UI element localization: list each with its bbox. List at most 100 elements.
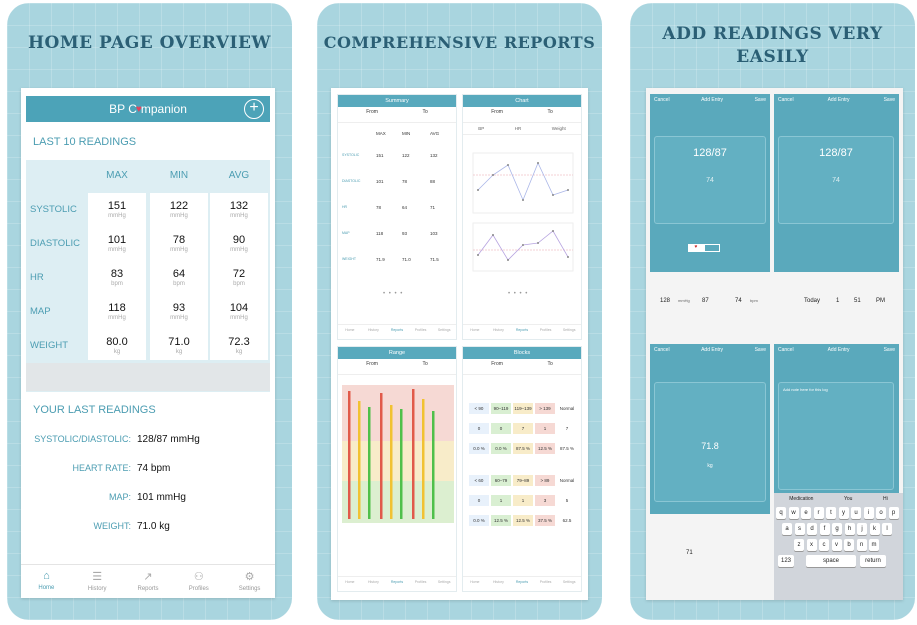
key-c[interactable]: c (819, 539, 829, 551)
mini-tab-home[interactable]: Home (345, 580, 355, 584)
save-button[interactable]: Save (883, 347, 895, 353)
heart-toggle[interactable]: ♥ (688, 244, 704, 252)
tab-reports[interactable]: ↗ Reports (123, 565, 174, 598)
mini-tab-settings[interactable]: Settings (437, 580, 451, 584)
cancel-button[interactable]: Cancel (778, 97, 794, 103)
mini-tab-history[interactable]: History (367, 328, 379, 332)
chart-icon: ↗ (143, 571, 153, 583)
picker-dia[interactable]: 87 (702, 298, 709, 304)
key-u[interactable]: u (851, 507, 861, 519)
save-button[interactable]: Save (883, 97, 895, 103)
key-y[interactable]: y (838, 507, 849, 519)
date-picker[interactable]: Today 1 51 PM (774, 276, 899, 336)
blocks-range: From To (463, 359, 581, 375)
cancel-button[interactable]: Cancel (778, 347, 794, 353)
table-cell: 118 mmHg (88, 302, 146, 321)
cancel-button[interactable]: Cancel (654, 97, 670, 103)
key-r[interactable]: r (813, 507, 824, 519)
key-n[interactable]: n (856, 539, 867, 551)
key-z[interactable]: z (794, 539, 804, 551)
mini-tab-bar: Home History Reports Profiles Settings (463, 324, 581, 339)
list-icon: ☰ (92, 571, 103, 583)
key-v[interactable]: v (831, 539, 842, 551)
keyboard-suggestion[interactable]: You (844, 496, 853, 502)
mini-tab-reports[interactable]: Reports (515, 328, 529, 332)
reading-card[interactable]: 128/87 74 (778, 136, 894, 224)
people-icon: ⚇ (193, 571, 204, 583)
key-i[interactable]: i (863, 507, 874, 519)
key-123[interactable]: 123 (778, 555, 794, 567)
bp-picker[interactable]: 128 mmHg 87 74 bpm (650, 276, 770, 336)
picker-day[interactable]: Today (804, 298, 821, 304)
key-l[interactable]: l (882, 523, 892, 535)
block-value: 0 (491, 423, 511, 434)
key-h[interactable]: h (844, 523, 855, 535)
cancel-button[interactable]: Cancel (654, 347, 670, 353)
mini-tab-history[interactable]: History (492, 328, 504, 332)
save-button[interactable]: Save (754, 97, 766, 103)
mini-tab-home[interactable]: Home (345, 328, 355, 332)
key-k[interactable]: k (869, 523, 880, 535)
mini-tab-reports[interactable]: Reports (515, 580, 529, 584)
picker-sys[interactable]: 128 (660, 298, 671, 304)
cell-unit: kg (175, 349, 183, 355)
tab-profiles[interactable]: ⚇ Profiles (173, 565, 224, 598)
key-f[interactable]: f (819, 523, 830, 535)
mini-tab-history[interactable]: History (492, 580, 504, 584)
mini-tab-settings[interactable]: Settings (562, 328, 576, 332)
mini-tab-home[interactable]: Home (470, 580, 480, 584)
mini-tab-reports[interactable]: Reports (390, 580, 404, 584)
weight-card[interactable]: 71.8 kg (654, 382, 766, 502)
key-e[interactable]: e (801, 507, 811, 519)
weight-picker[interactable]: 71 (686, 550, 693, 556)
block-header: Normal (557, 475, 577, 486)
key-m[interactable]: m (869, 539, 879, 551)
picker-minute[interactable]: 51 (854, 298, 861, 304)
keyboard-suggestion[interactable]: Medication (789, 496, 814, 502)
save-button[interactable]: Save (754, 347, 766, 353)
key-b[interactable]: b (844, 539, 854, 551)
chart-tab-hr[interactable]: HR (514, 126, 522, 131)
key-s[interactable]: s (794, 523, 805, 535)
mini-tab-profiles[interactable]: Profiles (414, 328, 427, 332)
key-return[interactable]: return (860, 555, 886, 567)
cell-value: 72.3 (228, 336, 250, 348)
chart-tab-weight[interactable]: Weight (551, 126, 566, 131)
mini-tab-history[interactable]: History (367, 580, 379, 584)
add-reading-button[interactable]: + (244, 99, 264, 119)
keyboard-suggestion[interactable]: Hi (882, 496, 888, 502)
key-w[interactable]: w (788, 507, 799, 519)
note-card[interactable]: Add note here for this log (778, 382, 894, 490)
key-space[interactable]: space (806, 555, 856, 567)
toggle-off[interactable] (704, 244, 720, 252)
key-q[interactable]: q (776, 507, 786, 519)
mini-tab-profiles[interactable]: Profiles (414, 580, 427, 584)
block-value: 7 (557, 423, 577, 434)
mini-tab-reports[interactable]: Reports (390, 328, 404, 332)
picker-hour[interactable]: 1 (836, 298, 840, 304)
key-x[interactable]: x (806, 539, 817, 551)
reading-card[interactable]: 128/87 74 (654, 136, 766, 224)
tab-history[interactable]: ☰ History (72, 565, 123, 598)
summary-title: Summary (338, 95, 456, 107)
key-t[interactable]: t (826, 507, 836, 519)
key-o[interactable]: o (876, 507, 886, 519)
mini-tab-home[interactable]: Home (470, 328, 480, 332)
block-percent: 0.0 % (491, 443, 511, 454)
mini-tab-settings[interactable]: Settings (562, 580, 576, 584)
picker-ampm[interactable]: PM (876, 298, 885, 304)
picker-hr[interactable]: 74 (735, 298, 742, 304)
summary-range: From To (338, 107, 456, 123)
summary-cell: 71.9 (376, 257, 385, 262)
tab-settings[interactable]: ⚙ Settings (224, 565, 275, 598)
chart-tab-bp[interactable]: BP (478, 126, 485, 131)
mini-tab-profiles[interactable]: Profiles (539, 580, 552, 584)
key-a[interactable]: a (782, 523, 792, 535)
key-g[interactable]: g (832, 523, 842, 535)
tab-home[interactable]: ⌂ Home (21, 565, 72, 598)
key-p[interactable]: p (888, 507, 899, 519)
mini-tab-profiles[interactable]: Profiles (539, 328, 552, 332)
mini-tab-settings[interactable]: Settings (437, 328, 451, 332)
key-d[interactable]: d (807, 523, 817, 535)
key-j[interactable]: j (857, 523, 867, 535)
